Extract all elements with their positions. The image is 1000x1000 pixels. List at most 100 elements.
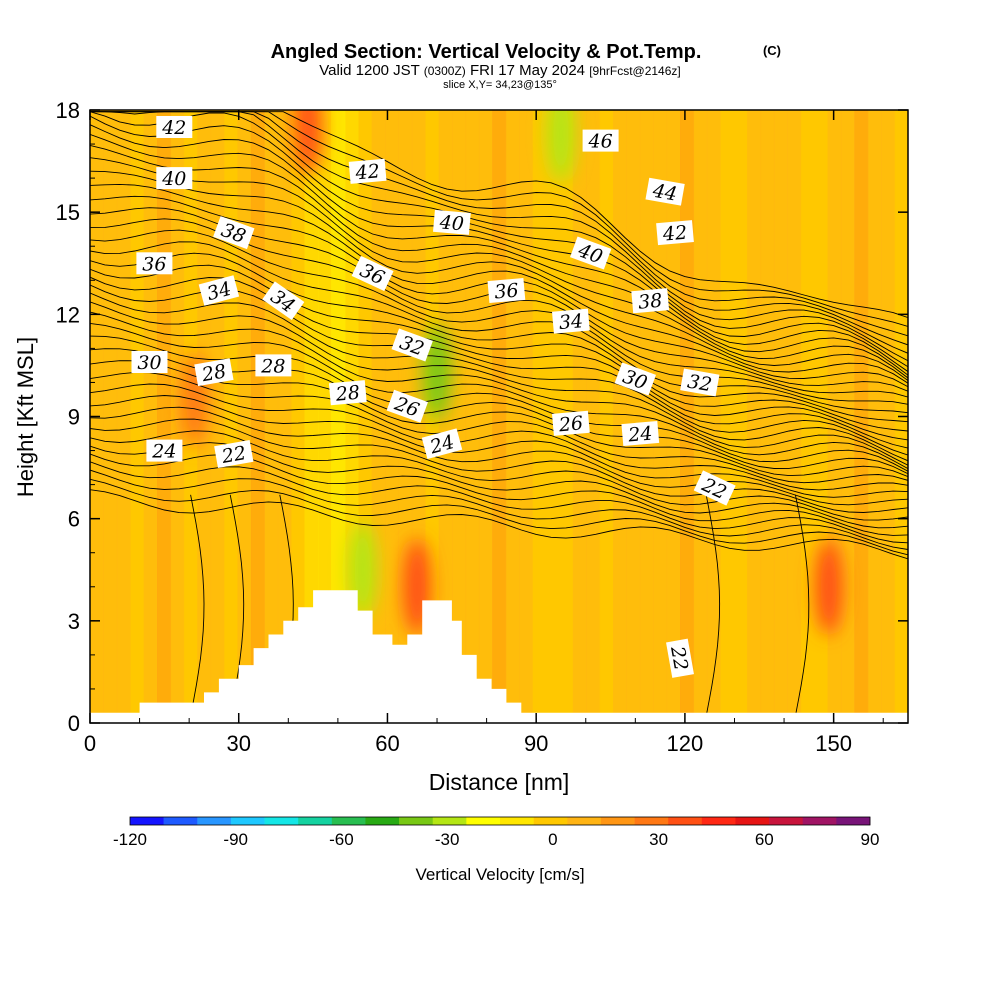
colorbar-tick-label: 30: [649, 830, 668, 849]
colorbar-tick-label: -120: [113, 830, 147, 849]
velocity-band: [800, 110, 815, 723]
velocity-feature: [814, 538, 843, 635]
colorbar-swatch: [264, 817, 299, 825]
contour-label-text: 26: [557, 412, 584, 436]
isentrope-line: [90, 133, 908, 372]
contour-label-text: 42: [161, 117, 186, 139]
colorbar-swatch: [331, 817, 366, 825]
velocity-band: [867, 110, 882, 723]
contour-label-text: 40: [438, 211, 465, 235]
contour-label-bg: [386, 389, 428, 423]
contour-label-bg: [194, 358, 234, 387]
y-tick-label: 9: [68, 405, 80, 430]
contour-label: 22: [666, 638, 694, 678]
velocity-band: [626, 110, 641, 723]
y-tick-label: 6: [68, 507, 80, 532]
contour-label-bg: [552, 308, 590, 334]
contour-label-text: 44: [650, 180, 679, 206]
isentrope-line: [90, 360, 908, 478]
contour-label: 46: [582, 129, 619, 153]
x-tick-label: 90: [524, 731, 548, 756]
contour-label: 42: [156, 116, 193, 139]
contour-label-bg: [433, 209, 471, 235]
velocity-band: [854, 110, 869, 723]
isentrope-line: [90, 383, 908, 491]
isentrope-line: [90, 395, 908, 498]
contour-label: 42: [656, 220, 694, 246]
contour-label-bg: [421, 428, 463, 459]
x-axis-label: Distance [nm]: [429, 769, 570, 795]
contour-label-bg: [351, 255, 394, 292]
colorbar-swatch: [735, 817, 770, 825]
velocity-band: [840, 110, 855, 723]
colorbar-swatch: [600, 817, 635, 825]
isentrope-line: [229, 494, 245, 713]
contour-label-bg: [552, 410, 590, 436]
velocity-band: [264, 110, 279, 723]
velocity-band: [170, 110, 185, 723]
isentrope-line: [705, 494, 721, 713]
contour-label-text: 28: [199, 360, 228, 386]
x-tick-label: 60: [375, 731, 399, 756]
contour-label: 26: [552, 410, 590, 436]
isentrope-line: [90, 311, 908, 466]
contour-label-text: 24: [151, 441, 176, 463]
contour-label-bg: [645, 177, 685, 206]
contour-label-text: 30: [137, 352, 161, 374]
contour-label-bg: [198, 275, 240, 306]
isentrope-line: [90, 264, 908, 432]
contour-label: 28: [328, 380, 367, 406]
isentrope-line: [90, 157, 908, 379]
y-tick-label: 12: [56, 302, 80, 327]
velocity-band: [277, 110, 292, 723]
y-tick-label: 3: [68, 609, 80, 634]
colorbar-swatch: [466, 817, 501, 825]
velocity-band: [773, 110, 788, 723]
isentrope-line: [90, 322, 908, 469]
velocity-band: [210, 110, 225, 723]
contour-label: 24: [621, 420, 660, 447]
velocity-band: [720, 110, 735, 723]
contour-label-bg: [656, 220, 694, 246]
isentrope-line: [90, 292, 908, 456]
contour-label: 32: [680, 368, 720, 397]
colorbar-tick-label: -30: [435, 830, 460, 849]
isentrope-line: [90, 371, 908, 484]
isentrope-line: [794, 494, 810, 713]
contour-label: 28: [255, 354, 292, 377]
contour-label-bg: [582, 129, 619, 152]
contour-label-text: 46: [588, 131, 613, 153]
x-tick-label: 30: [226, 731, 250, 756]
velocity-band: [385, 110, 400, 723]
velocity-band: [787, 110, 802, 723]
colorbar-frame: [129, 816, 871, 826]
contour-label-bg: [146, 439, 183, 462]
contour-label-text: 36: [142, 253, 166, 275]
colorbar-swatch: [533, 817, 568, 825]
contour-label: 32: [391, 328, 433, 362]
velocity-feature: [294, 110, 323, 176]
contour-label: 24: [421, 428, 463, 459]
contour-label-bg: [391, 328, 433, 362]
isentrope-line: [90, 301, 908, 462]
velocity-band: [747, 110, 762, 723]
isentrope-line: [90, 170, 908, 381]
subtitle-small-a: (0300Z): [424, 64, 466, 78]
colorbar-swatch: [130, 817, 164, 825]
colorbar-swatch: [769, 817, 804, 825]
velocity-band: [452, 110, 467, 723]
subtitle-main-b: FRI 17 May 2024: [470, 62, 585, 79]
chart-title: Angled Section: Vertical Velocity & Pot.…: [271, 41, 702, 63]
contour-label-bg: [487, 277, 526, 304]
contour-label: 44: [645, 177, 685, 206]
contour-label-text: 40: [161, 168, 186, 190]
contour-label-bg: [614, 362, 656, 396]
colorbar-swatch: [432, 817, 467, 825]
contour-label: 36: [136, 252, 173, 275]
contour-label-bg: [156, 116, 193, 138]
colorbar-swatch: [567, 817, 602, 825]
contour-label-text: 42: [354, 160, 381, 184]
colorbar-tick-label: 60: [755, 830, 774, 849]
isentrope-line: [90, 229, 908, 405]
velocity-band: [143, 110, 158, 723]
